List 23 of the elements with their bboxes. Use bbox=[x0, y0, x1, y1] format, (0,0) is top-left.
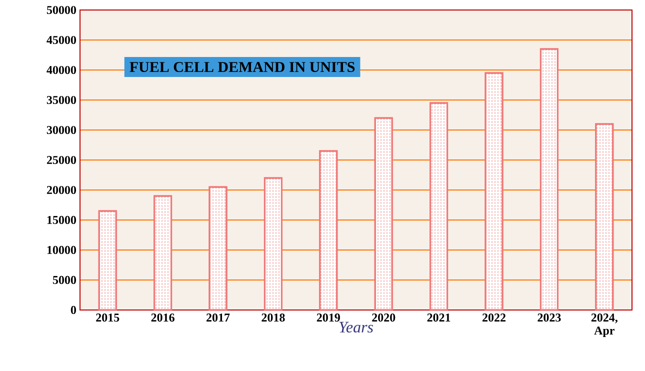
y-tick-label: 5000 bbox=[52, 276, 76, 284]
x-tick-label: 2016 bbox=[151, 314, 174, 322]
y-tick-label: 40000 bbox=[46, 66, 76, 74]
y-tick-label: 20000 bbox=[46, 186, 76, 194]
y-tick-label: 45000 bbox=[46, 36, 76, 44]
y-tick-label: 30000 bbox=[46, 126, 76, 134]
x-tick-label: 2024, Apr bbox=[591, 314, 618, 338]
x-tick-label: 2017 bbox=[206, 314, 230, 322]
x-tick-label: 2023 bbox=[538, 314, 561, 322]
y-tick-label: 15000 bbox=[47, 216, 76, 224]
y-tick-label: 35000 bbox=[46, 96, 76, 104]
x-tick-label: 2015 bbox=[96, 314, 120, 322]
x-tick-label: 2019 bbox=[316, 314, 340, 322]
y-tick-label: 50000 bbox=[46, 6, 76, 14]
x-axis-title: Years bbox=[339, 322, 374, 333]
y-tick-label: 10000 bbox=[47, 246, 76, 254]
y-tick-label: 25000 bbox=[46, 156, 76, 164]
x-tick-label: 2018 bbox=[262, 314, 285, 322]
x-tick-label: 2021 bbox=[427, 314, 450, 322]
x-tick-label: 2022 bbox=[482, 314, 506, 322]
x-tick-label: 2020 bbox=[372, 314, 396, 322]
text: FUEL CELL DEMAND IN UNITS bbox=[130, 62, 355, 72]
y-tick-label: 0 bbox=[70, 306, 76, 314]
